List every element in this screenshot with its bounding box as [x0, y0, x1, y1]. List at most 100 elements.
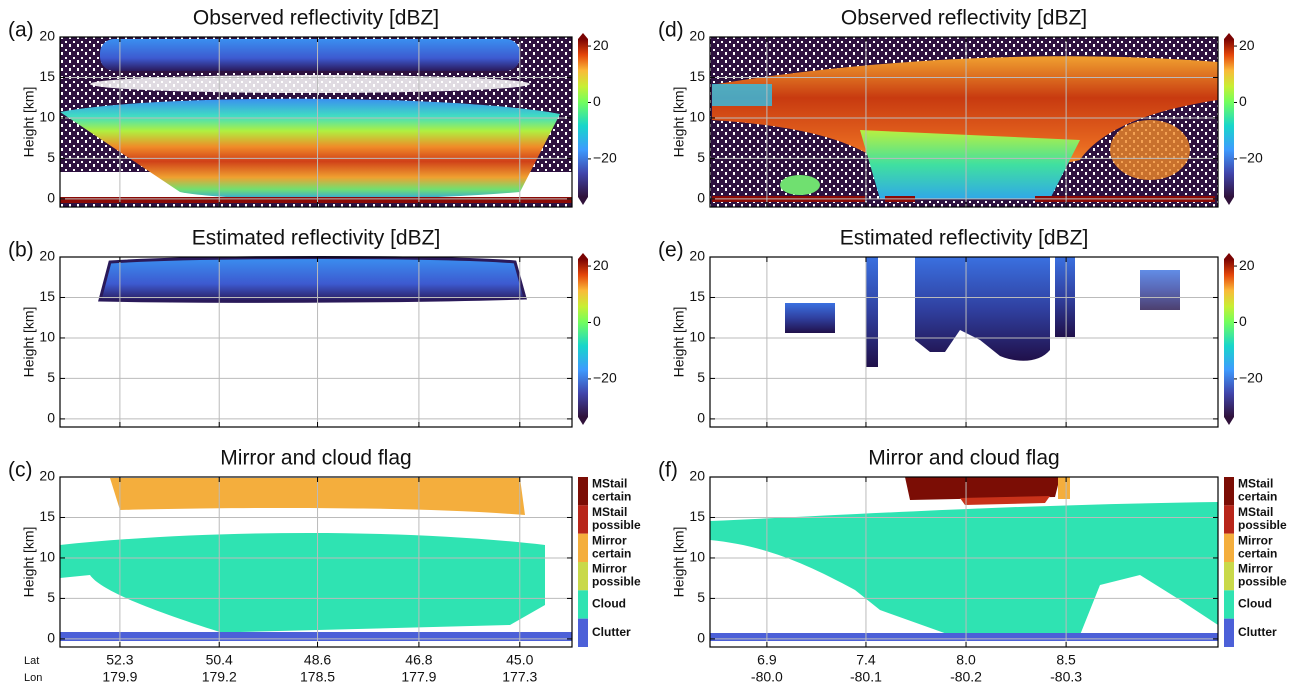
flag-label-line: certain — [592, 490, 631, 504]
flag-swatch — [1224, 477, 1234, 506]
flag-label: MStail possible — [592, 505, 641, 532]
flag-swatch — [578, 618, 588, 647]
panel-title: Observed reflectivity [dBZ] — [841, 7, 1087, 30]
x-tick-label: 6.9 — [757, 652, 777, 668]
image-f — [710, 477, 1218, 641]
x-tick-label: 45.0 — [506, 652, 533, 668]
flag-label-line: MStail — [592, 477, 627, 491]
colorbar-tick-label: −20 — [593, 370, 617, 386]
flag-label-line: Clutter — [592, 625, 631, 639]
colorbar-cap — [578, 417, 588, 425]
x-row-label: Lon — [24, 672, 42, 682]
colorbar-tick-label: 0 — [1239, 313, 1247, 329]
x-tick-label: 8.5 — [1056, 652, 1076, 668]
y-tick-label: 20 — [39, 28, 55, 44]
colorbar-tick-label: 20 — [593, 257, 609, 273]
x-tick-label: -80.0 — [751, 669, 783, 682]
x-tick-label: -80.2 — [950, 669, 982, 682]
flag-label-line: possible — [1238, 575, 1287, 589]
flag-swatch — [1224, 533, 1234, 562]
colorbar — [578, 39, 588, 197]
flag-label-line: MStail — [1238, 505, 1273, 519]
image-a — [60, 37, 572, 207]
colorbar-tick-label: 20 — [1239, 37, 1255, 53]
y-tick-label: 10 — [689, 329, 705, 345]
colorbar-tick-label: −20 — [1239, 370, 1263, 386]
y-axis-label: Height [km] — [671, 307, 687, 378]
x-tick-label: 8.0 — [956, 652, 976, 668]
y-tick-label: 15 — [39, 288, 55, 304]
image-e — [785, 257, 1180, 367]
y-tick-label: 10 — [689, 109, 705, 125]
colorbar-tick-label: −20 — [1239, 150, 1263, 166]
y-tick-label: 10 — [39, 549, 55, 565]
colorbar-tick-label: 0 — [593, 93, 601, 109]
y-tick-label: 5 — [697, 149, 705, 165]
y-tick-label: 0 — [47, 410, 55, 426]
flag-swatch — [578, 533, 588, 562]
colorbar-cap — [1224, 33, 1234, 39]
y-axis-label: Height [km] — [21, 527, 37, 598]
y-axis-label: Height [km] — [21, 87, 37, 158]
flag-label: Mirror certain — [1238, 534, 1277, 561]
flag-label-line: Mirror — [592, 562, 627, 576]
panel-title: Observed reflectivity [dBZ] — [193, 7, 439, 30]
flag-label-line: possible — [592, 575, 641, 589]
flag-label: MStail possible — [1238, 505, 1287, 532]
panel-title: Mirror and cloud flag — [220, 447, 411, 470]
y-tick-label: 10 — [39, 109, 55, 125]
flag-swatch — [1224, 590, 1234, 619]
image-c — [60, 478, 572, 641]
x-tick-label: 48.6 — [304, 652, 331, 668]
axes-frame — [709, 36, 1219, 208]
y-tick-label: 10 — [689, 549, 705, 565]
flag-swatch — [1224, 562, 1234, 591]
flag-label-line: possible — [592, 518, 641, 532]
flag-label: MStail certain — [1238, 477, 1277, 504]
colorbar-tick-label: 0 — [593, 313, 601, 329]
y-tick-label: 20 — [689, 248, 705, 264]
panel-label: (b) — [8, 239, 34, 262]
y-tick-label: 5 — [47, 589, 55, 605]
y-tick-label: 10 — [39, 329, 55, 345]
flag-swatch — [578, 590, 588, 619]
y-tick-label: 0 — [697, 410, 705, 426]
y-tick-label: 15 — [689, 288, 705, 304]
flag-label-line: Cloud — [1238, 597, 1272, 611]
y-tick-label: 20 — [39, 248, 55, 264]
colorbar-tick-label: 20 — [593, 37, 609, 53]
y-tick-label: 0 — [47, 190, 55, 206]
flag-label-line: Clutter — [1238, 625, 1277, 639]
y-axis-label: Height [km] — [671, 87, 687, 158]
y-axis-label: Height [km] — [671, 527, 687, 598]
panel-title: Mirror and cloud flag — [868, 447, 1059, 470]
x-row-label: Lat — [24, 655, 39, 667]
axes-frame — [709, 256, 1219, 428]
colorbar-cap — [578, 197, 588, 205]
y-tick-label: 15 — [39, 508, 55, 524]
x-tick-label: -80.1 — [850, 669, 882, 682]
x-tick-label: 177.9 — [401, 669, 436, 682]
y-tick-label: 20 — [689, 28, 705, 44]
y-tick-label: 15 — [689, 68, 705, 84]
flag-label-line: Mirror — [1238, 534, 1273, 548]
y-tick-label: 5 — [697, 589, 705, 605]
flag-swatch — [578, 505, 588, 534]
colorbar-cap — [578, 253, 588, 259]
flag-label: Cloud — [592, 597, 626, 611]
flag-label-line: possible — [1238, 518, 1287, 532]
y-tick-label: 5 — [47, 149, 55, 165]
flag-label-line: Mirror — [592, 534, 627, 548]
flag-label: Mirror possible — [1238, 562, 1287, 589]
flag-swatch — [578, 477, 588, 506]
flag-label: Cloud — [1238, 597, 1272, 611]
colorbar-cap — [1224, 417, 1234, 425]
colorbar-tick-label: 20 — [1239, 257, 1255, 273]
axes-frame — [59, 256, 573, 428]
flag-label-line: MStail — [592, 505, 627, 519]
flag-swatch — [578, 562, 588, 591]
flag-label-line: certain — [1238, 547, 1277, 561]
flag-label-line: Mirror — [1238, 562, 1273, 576]
x-tick-label: 50.4 — [206, 652, 233, 668]
